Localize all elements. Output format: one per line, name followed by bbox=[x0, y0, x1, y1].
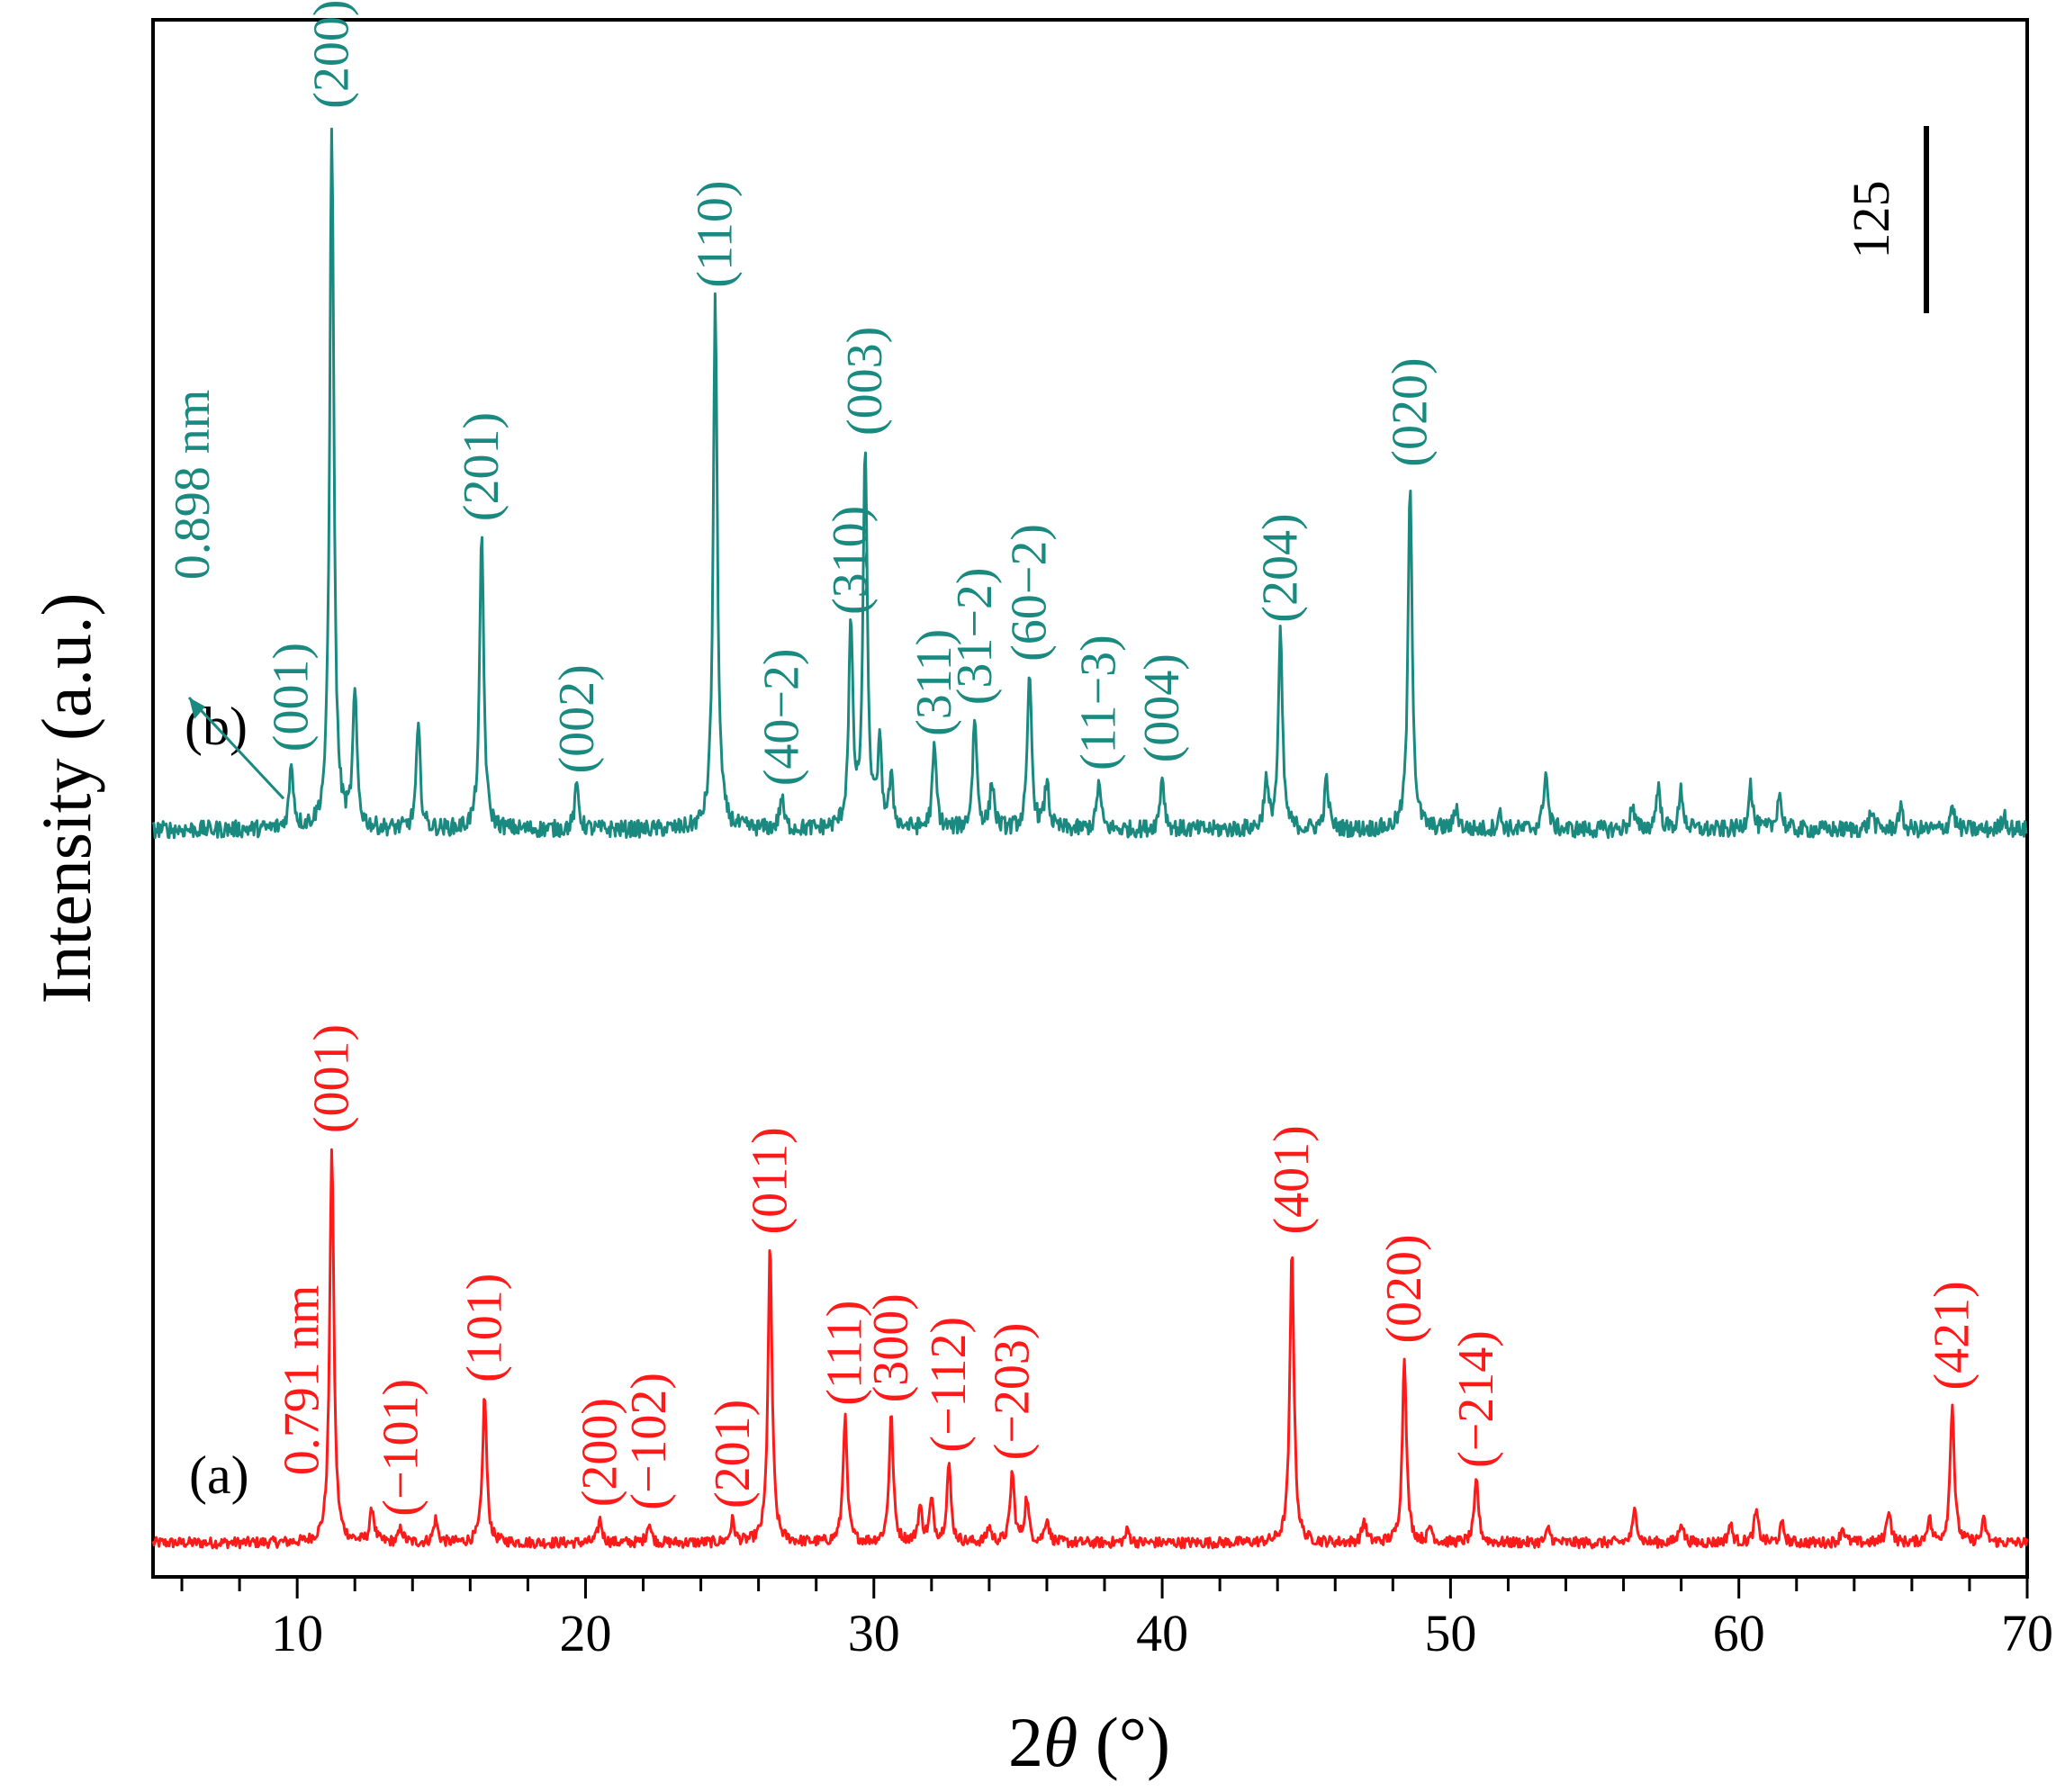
x-tick-label: 10 bbox=[271, 1604, 323, 1662]
series-a bbox=[151, 1148, 2029, 1550]
peak-label: (60−2) bbox=[1002, 524, 1058, 662]
peak-label: (001) bbox=[304, 1024, 360, 1133]
peak-label: (201) bbox=[705, 1400, 761, 1508]
x-tick-label: 50 bbox=[1424, 1604, 1476, 1662]
peak-label: (200) bbox=[573, 1398, 628, 1507]
peak-label: (421) bbox=[1925, 1281, 1980, 1390]
x-tick-label: 20 bbox=[559, 1604, 611, 1662]
peak-label: (020) bbox=[1383, 357, 1438, 466]
x-axis-title-prefix: 2 bbox=[1008, 1703, 1043, 1781]
peak-label: (401) bbox=[1264, 1125, 1320, 1234]
peak-label: (101) bbox=[456, 1274, 512, 1382]
peak-label: (201) bbox=[454, 412, 509, 521]
x-tick-label: 60 bbox=[1713, 1604, 1765, 1662]
series-line bbox=[151, 127, 2028, 840]
peak-label: (004) bbox=[1134, 653, 1190, 762]
y-axis-title: Intensity (a.u.) bbox=[27, 592, 105, 1004]
d-spacing-label: 0.791 nm bbox=[275, 1285, 330, 1476]
spacing-arrow bbox=[187, 696, 285, 800]
x-axis-title: 2θ (°) bbox=[1008, 1703, 1170, 1781]
x-tick-label: 70 bbox=[2001, 1604, 2053, 1662]
x-tick-label: 40 bbox=[1136, 1604, 1188, 1662]
peak-label: (002) bbox=[549, 664, 605, 773]
peak-label: (40−2) bbox=[753, 648, 809, 786]
x-tick-label: 30 bbox=[848, 1604, 900, 1662]
d-spacing-label: 0.898 nm bbox=[165, 390, 221, 581]
x-axis-title-symbol: θ bbox=[1043, 1703, 1078, 1781]
peak-label: (−101) bbox=[374, 1379, 429, 1517]
series-name-label: (a) bbox=[189, 1445, 249, 1505]
x-axis-ticks: 10 20 30 40 50 60 70 bbox=[180, 1577, 2053, 1662]
peak-label: (310) bbox=[823, 506, 879, 615]
peak-label: (003) bbox=[837, 327, 893, 436]
x-axis-title-unit: (°) bbox=[1078, 1703, 1170, 1781]
peak-label: (110) bbox=[688, 180, 744, 287]
scale-bar-label: 125 bbox=[1842, 181, 1900, 259]
peak-label-layer: (001)(−101)(101)(200)(−102) (201)(011)(11… bbox=[165, 0, 1980, 1517]
peak-label: (300) bbox=[863, 1293, 919, 1402]
peak-label: (11−3) bbox=[1071, 635, 1127, 770]
peak-label: (−102) bbox=[621, 1373, 677, 1510]
plot-frame bbox=[151, 18, 2029, 1579]
peak-label: (−203) bbox=[985, 1323, 1041, 1461]
peak-label: (31−2) bbox=[947, 567, 1003, 705]
peak-label: (−214) bbox=[1448, 1330, 1504, 1468]
spacing-arrowhead bbox=[189, 698, 205, 719]
peak-label: (020) bbox=[1376, 1234, 1432, 1343]
series-b bbox=[151, 127, 2028, 840]
peak-label: (001) bbox=[264, 643, 320, 752]
peak-label: (111) bbox=[817, 1301, 873, 1406]
peak-label: (200) bbox=[304, 0, 360, 109]
peak-label: (−112) bbox=[921, 1317, 977, 1453]
peak-label: (311) bbox=[906, 629, 962, 736]
peak-label: (011) bbox=[743, 1127, 798, 1234]
series-line bbox=[151, 1148, 2029, 1550]
peak-label: (204) bbox=[1252, 513, 1308, 622]
series-layer bbox=[151, 127, 2029, 1550]
